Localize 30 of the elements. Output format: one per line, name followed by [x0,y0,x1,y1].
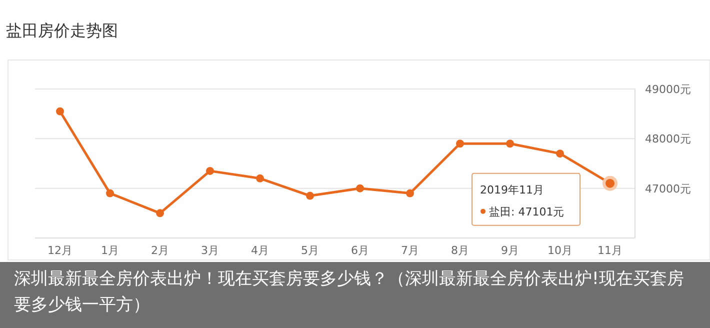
x-tick-label: 1月 [101,244,119,257]
x-tick-label: 12月 [48,244,72,257]
x-tick-label: 5月 [301,244,319,257]
x-tick-label: 8月 [451,244,469,257]
y-tick-label: 47000元 [645,182,691,196]
x-tick-label: 9月 [501,244,519,257]
point [106,189,114,198]
x-tick-label: 11月 [598,244,622,257]
x-tick-label: 6月 [351,244,369,257]
point [256,174,264,182]
x-tick-label: 7月 [401,244,419,257]
point [456,140,464,148]
point [306,192,314,200]
x-tick-label: 4月 [251,244,269,257]
x-tick-label: 3月 [201,244,219,257]
chart-title: 盐田房价走势图 [6,21,118,40]
x-tick-label: 10月 [548,244,572,257]
y-tick-label: 49000元 [645,83,691,96]
point [206,166,214,175]
x-tick-label: 2月 [151,244,169,257]
text: 深圳最新最全房价表出炉！现在买套房要多少钱？（深圳最新最全房价表出炉!现在买套房要多少钱一平方） [14,268,685,317]
y-tick-label: 48000元 [645,132,691,146]
point [156,209,164,218]
point [406,189,414,198]
point [556,150,564,158]
annotation: 盐田: 47101元 [489,205,564,218]
point [356,184,364,192]
point [506,140,514,148]
point [56,107,64,116]
annotation: 2019年11月 [480,183,544,196]
